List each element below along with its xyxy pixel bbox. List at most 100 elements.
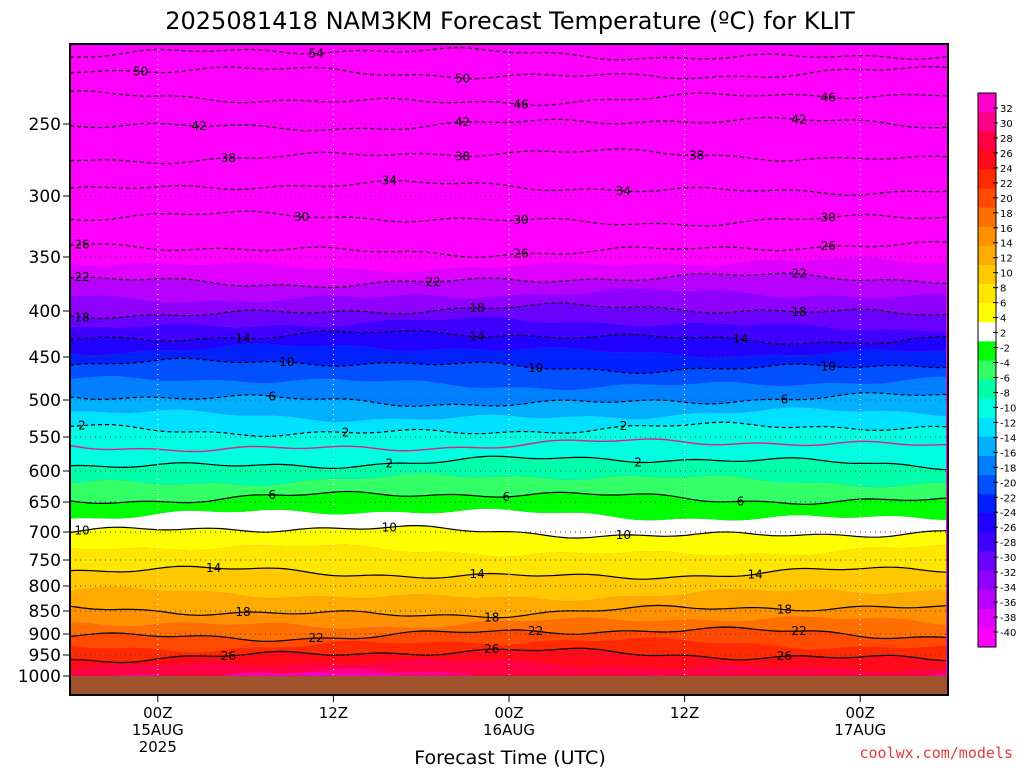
- contour-line: [70, 565, 947, 580]
- y-tick-label: 500: [29, 391, 61, 411]
- temperature-band: [70, 648, 946, 673]
- contour-label: 46: [513, 97, 528, 111]
- colorbar-swatch: [978, 532, 996, 552]
- contour-label: 10: [382, 520, 397, 534]
- temperature-band: [70, 148, 946, 180]
- colorbar-label: -4: [1000, 359, 1010, 370]
- contour-label: 14: [747, 567, 762, 581]
- colorbar-label: -8: [1000, 388, 1010, 399]
- colorbar-label: -28: [1000, 538, 1016, 549]
- contour-label: 34: [382, 174, 397, 188]
- colorbar-label: 18: [1000, 209, 1013, 220]
- contour-label: 22: [791, 267, 806, 281]
- colorbar-label: -18: [1000, 463, 1016, 474]
- colorbar-swatch: [978, 627, 996, 648]
- colorbar-label: -30: [1000, 553, 1016, 564]
- contour-label: 6: [268, 389, 276, 403]
- temperature-band: [70, 343, 946, 374]
- contour-label: 14: [733, 332, 748, 346]
- y-tick-label: 700: [29, 523, 61, 543]
- contour-label: 2: [342, 426, 350, 440]
- contour-label: 26: [221, 649, 236, 663]
- contour-label: 2: [385, 456, 393, 470]
- contour-label: 18: [235, 605, 250, 619]
- contour-label: 14: [469, 330, 484, 344]
- contour-label: 10: [279, 355, 294, 369]
- colorbar-swatch: [978, 379, 996, 400]
- colorbar-label: 22: [1000, 179, 1013, 190]
- y-tick-label: 800: [29, 577, 61, 597]
- colorbar-swatch: [978, 589, 996, 610]
- contour-label: 2: [634, 455, 642, 469]
- x-tick-label: 17AUG: [834, 721, 886, 739]
- y-tick-label: 250: [29, 115, 61, 135]
- colorbar-swatch: [978, 245, 996, 266]
- contour-label: 42: [191, 119, 206, 133]
- contour-label: 22: [74, 270, 89, 284]
- contour-label: 22: [791, 624, 806, 638]
- colorbar-swatch: [978, 188, 996, 209]
- y-tick-label: 550: [29, 428, 61, 448]
- y-tick-label: 300: [29, 187, 61, 207]
- credit-text: coolwx.com/models: [859, 744, 1013, 762]
- x-tick-label: 2025: [139, 738, 177, 756]
- contour-label: 18: [777, 603, 792, 617]
- temperature-band: [70, 273, 946, 303]
- temperature-band: [70, 525, 946, 557]
- contour-label: 30: [513, 213, 528, 227]
- temperature-band: [70, 627, 946, 653]
- colorbar-label: 6: [1000, 299, 1006, 310]
- freezing-line: [70, 438, 947, 453]
- temperature-band: [70, 566, 946, 602]
- contour-label: 26: [777, 649, 792, 663]
- colorbar-swatch: [978, 284, 996, 304]
- x-tick-label: 12Z: [319, 704, 348, 722]
- contour-label: 46: [821, 90, 836, 104]
- temperature-band: [70, 165, 946, 196]
- colorbar-label: -38: [1000, 613, 1016, 624]
- chart-title: 2025081418 NAM3KM Forecast Temperature (…: [165, 7, 855, 35]
- contour-label: 38: [221, 151, 236, 165]
- temperature-band: [70, 330, 946, 359]
- colorbar-swatch: [978, 455, 996, 476]
- colorbar-frame: [977, 92, 997, 648]
- colorbar-swatch: [978, 226, 996, 247]
- y-tick-label: 850: [29, 602, 61, 622]
- temperature-band: [70, 616, 946, 642]
- contour-label: 30: [294, 210, 309, 224]
- contour-label: 10: [616, 528, 631, 542]
- contour-label: 18: [469, 301, 484, 315]
- x-tick-label: 15AUG: [132, 721, 184, 739]
- contour-label: 26: [513, 247, 528, 261]
- colorbar-swatch: [978, 150, 996, 170]
- temperature-band: [70, 491, 946, 521]
- colorbar-swatch: [978, 264, 996, 285]
- x-tick-label: 00Z: [143, 704, 172, 722]
- contour-label: 54: [308, 47, 323, 61]
- colorbar-swatch: [978, 398, 996, 419]
- colorbar-swatch: [978, 570, 996, 591]
- temperature-band: [70, 358, 946, 390]
- colorbar-label: 8: [1000, 284, 1006, 295]
- temperature-bands: [70, 44, 948, 695]
- y-tick-label: 400: [29, 302, 61, 322]
- colorbar-label: -22: [1000, 493, 1016, 504]
- temperature-band: [70, 637, 946, 663]
- contour-label: 22: [308, 631, 323, 645]
- contour-label: 22: [528, 624, 543, 638]
- y-tick-label: 1000: [18, 667, 61, 687]
- contour-label: 14: [235, 332, 250, 346]
- colorbar-label: 4: [1000, 314, 1006, 325]
- colorbar-label: -26: [1000, 523, 1016, 534]
- colorbar-label: -10: [1000, 403, 1016, 414]
- colorbar-label: -16: [1000, 448, 1016, 459]
- colorbar-label: 10: [1000, 269, 1013, 280]
- grid-lines: [70, 44, 948, 695]
- colorbar-label: -14: [1000, 433, 1016, 444]
- contour-label: 50: [455, 71, 470, 85]
- colorbar-swatch: [978, 494, 996, 514]
- y-tick-label: 600: [29, 462, 61, 482]
- colorbar-swatch: [978, 551, 996, 572]
- contour-label: 18: [74, 310, 89, 324]
